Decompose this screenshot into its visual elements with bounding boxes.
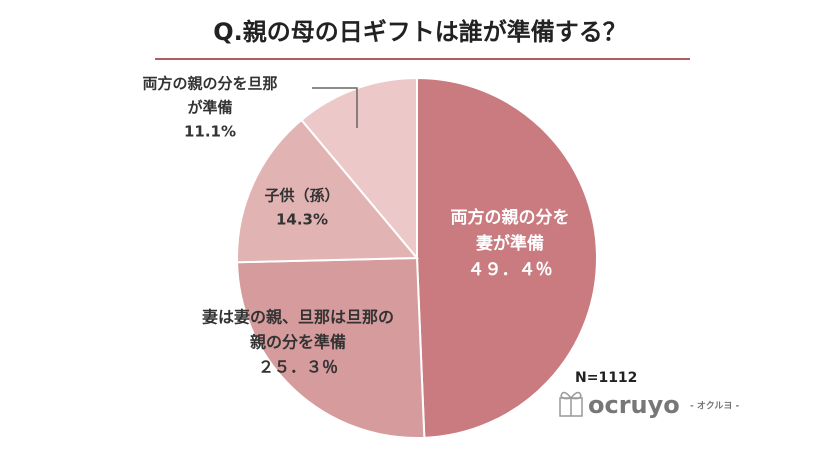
slice-label: 両方の親の分を (451, 207, 570, 228)
value-label: 11.1% (184, 123, 236, 141)
pie-slice (416, 76, 598, 439)
value-label: ４９．４％ (468, 260, 553, 280)
slice-label: 親の分を準備 (250, 333, 346, 352)
chart-title: Q.親の母の日ギフトは誰が準備する？ (213, 18, 627, 46)
slice-label: 妻は妻の親、旦那は旦那の (202, 308, 394, 327)
logo-name: ocruyo (588, 391, 680, 419)
slice-label: が準備 (187, 99, 232, 117)
pie-slice (236, 256, 426, 439)
logo-icon (559, 391, 583, 417)
logo-tagline: - オクルヨ - (690, 401, 740, 412)
pie (236, 76, 598, 439)
pie-slice (236, 118, 420, 264)
leader-line (312, 87, 358, 128)
value-label: 14.3% (276, 211, 328, 229)
slice-label: 子供（孫） (264, 187, 339, 205)
sample-size: N=1112 (575, 370, 637, 386)
slice-label: 妻が準備 (476, 233, 544, 254)
value-label: ２５．３％ (258, 358, 338, 377)
slice-label: 両方の親の分を旦那 (142, 75, 277, 93)
pie-slice (300, 76, 418, 261)
